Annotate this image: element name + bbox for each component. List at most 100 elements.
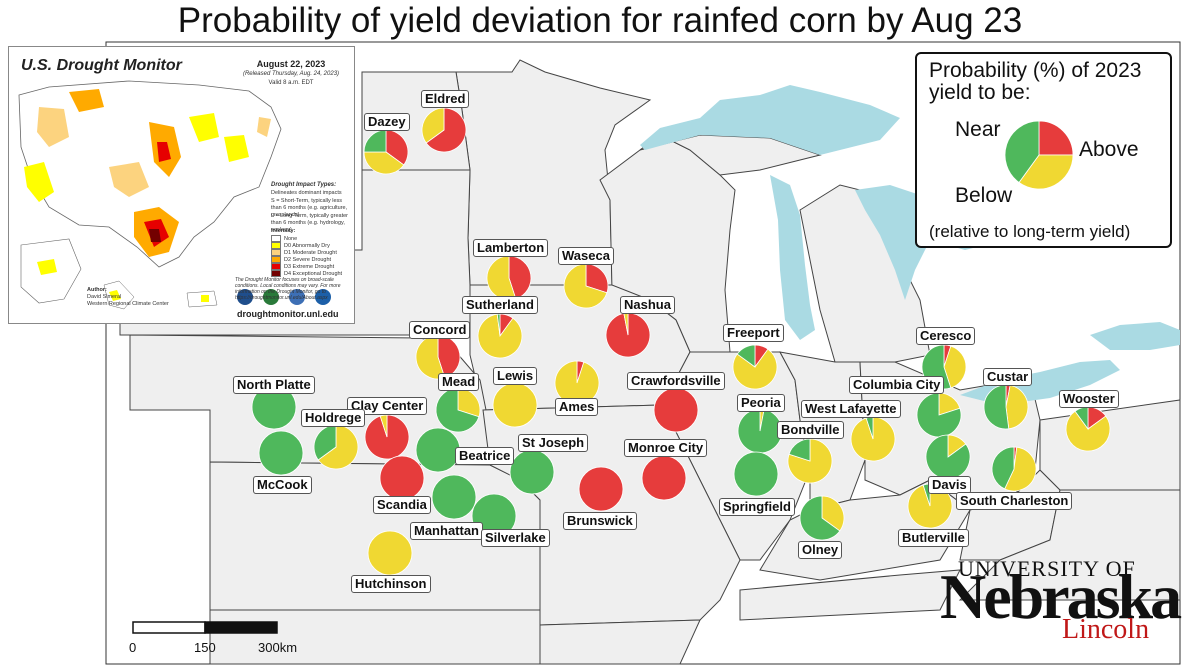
- pie-eldred-near-slice: [421, 107, 445, 144]
- site-label-brunswick: Brunswick: [563, 512, 637, 530]
- pie-columbia-city-above-slice: [916, 392, 962, 438]
- pie-wooster-near-slice: [1065, 410, 1111, 452]
- site-label-bondville: Bondville: [777, 421, 844, 439]
- impact-delineates: Delineates dominant impacts: [271, 190, 342, 196]
- intensity-swatch: [271, 235, 281, 242]
- drought-monitor-title: U.S. Drought Monitor: [21, 57, 182, 74]
- pie-springfield: [733, 451, 779, 497]
- site-label-hutchinson: Hutchinson: [351, 575, 431, 593]
- pie-custar: [983, 384, 1029, 430]
- pie-waseca-near-slice: [563, 263, 608, 309]
- site-pies: [251, 107, 1111, 576]
- intensity-swatch: [271, 242, 281, 249]
- drought-monitor-inset: U.S. Drought Monitor August 22, 2023 (Re…: [8, 46, 355, 324]
- pie-holdrege: [313, 424, 359, 470]
- pie-ceresco: [921, 344, 967, 390]
- pie-brunswick: [578, 466, 624, 512]
- site-label-davis: Davis: [928, 476, 971, 494]
- scale-tick-0: 0: [129, 640, 137, 655]
- pie-clay-center-near-slice: [379, 414, 388, 438]
- drought-monitor-note: The Drought Monitor focuses on broad-sca…: [235, 277, 341, 301]
- pie-st-joseph-above-slice: [509, 449, 555, 495]
- pie-mccook: [258, 430, 304, 476]
- legend-title: Probability (%) of 2023 yield to be:: [929, 60, 1141, 104]
- pie-mead: [435, 387, 481, 433]
- pie-eldred: [421, 107, 467, 153]
- pie-holdrege-near-slice: [317, 424, 359, 470]
- pie-wooster: [1065, 406, 1111, 452]
- site-label-eldred: Eldred: [421, 90, 470, 108]
- intensity-label: None: [284, 235, 298, 242]
- legend-near: Near: [955, 118, 1001, 141]
- site-label-butlerville: Butlerville: [898, 529, 969, 547]
- pie-olney: [799, 495, 845, 541]
- pie-monroe-city-below-slice: [641, 455, 687, 501]
- scale-bar-white: [132, 621, 206, 634]
- pie-scandia-below-slice: [379, 455, 425, 501]
- pie-freeport-above-slice: [736, 344, 756, 368]
- pie-hutchinson-near-slice: [367, 530, 413, 576]
- site-label-columbia-city: Columbia City: [849, 376, 945, 394]
- pie-manhattan-above-slice: [431, 474, 477, 520]
- intensity-label: D0 Abnormally Dry: [284, 242, 330, 249]
- pie-st-joseph: [509, 449, 555, 495]
- author-org: Western Regional Climate Center: [87, 301, 169, 307]
- impact-short: S = Short-Term, typically less than 6 mo…: [271, 198, 348, 218]
- site-label-olney: Olney: [798, 541, 843, 559]
- site-label-north-platte: North Platte: [233, 376, 315, 394]
- site-label-silverlake: Silverlake: [481, 529, 550, 547]
- intensity-legend: None D0 Abnormally Dry D1 Moderate Drought…: [271, 235, 342, 277]
- legend-below: Below: [955, 184, 1013, 207]
- map-title: Probability of yield deviation for rainf…: [177, 1, 1023, 40]
- pie-waseca: [563, 263, 609, 309]
- intensity-row: None: [271, 235, 342, 242]
- site-label-scandia: Scandia: [373, 496, 431, 514]
- legend-pie: [1004, 120, 1074, 190]
- legend-title-line1: Probability (%) of 2023: [929, 59, 1142, 82]
- pie-clay-center: [364, 414, 410, 460]
- intensity-label: D3 Extreme Drought: [284, 263, 335, 270]
- site-label-ames: Ames: [555, 398, 599, 416]
- site-label-manhattan: Manhattan: [410, 522, 483, 540]
- site-label-peoria: Peoria: [737, 394, 785, 412]
- state-tennessee: [739, 569, 961, 621]
- site-label-dazey: Dazey: [364, 113, 410, 131]
- scale-bar-black: [204, 621, 278, 634]
- logo-nebraska: Nebraska: [940, 561, 1182, 632]
- pie-columbia-city: [916, 392, 962, 438]
- pie-lewis-near-slice: [492, 382, 538, 428]
- pie-crawfordsville-below-slice: [653, 387, 699, 433]
- drought-monitor-url[interactable]: droughtmonitor.unl.edu: [237, 309, 339, 319]
- intensity-row: D0 Abnormally Dry: [271, 242, 342, 249]
- scale-bar: [132, 621, 278, 634]
- intensity-row: D2 Severe Drought: [271, 256, 342, 263]
- site-label-mead: Mead: [438, 373, 480, 391]
- pie-lewis: [492, 382, 538, 428]
- site-label-lamberton: Lamberton: [473, 239, 549, 257]
- drought-map-graphic: [18, 80, 331, 310]
- intensity-swatch: [271, 263, 281, 270]
- pie-springfield-above-slice: [733, 451, 779, 497]
- site-label-nashua: Nashua: [620, 296, 675, 314]
- site-label-ceresco: Ceresco: [916, 327, 976, 345]
- site-label-south-charleston: South Charleston: [956, 492, 1073, 510]
- pie-hutchinson: [367, 530, 413, 576]
- pie-bondville: [787, 438, 833, 484]
- site-label-concord: Concord: [409, 321, 471, 339]
- pie-nashua: [605, 312, 651, 358]
- pie-crawfordsville: [653, 387, 699, 433]
- site-label-waseca: Waseca: [558, 247, 614, 265]
- site-label-mccook: McCook: [253, 476, 312, 494]
- pie-south-charleston-near-slice: [1004, 446, 1037, 492]
- pie-ames: [554, 360, 600, 406]
- pie-brunswick-below-slice: [578, 466, 624, 512]
- legend-pie-above-slice: [1004, 120, 1040, 184]
- intensity-row: D1 Moderate Drought: [271, 249, 342, 256]
- pie-freeport: [732, 344, 778, 390]
- pie-ceresco-near-slice: [943, 345, 967, 389]
- lake-ontario: [1090, 322, 1180, 350]
- scale-tick-150: 150: [194, 640, 216, 655]
- site-label-springfield: Springfield: [719, 498, 795, 516]
- site-label-monroe-city: Monroe City: [624, 439, 708, 457]
- legend-footnote: (relative to long-term yield): [929, 222, 1131, 241]
